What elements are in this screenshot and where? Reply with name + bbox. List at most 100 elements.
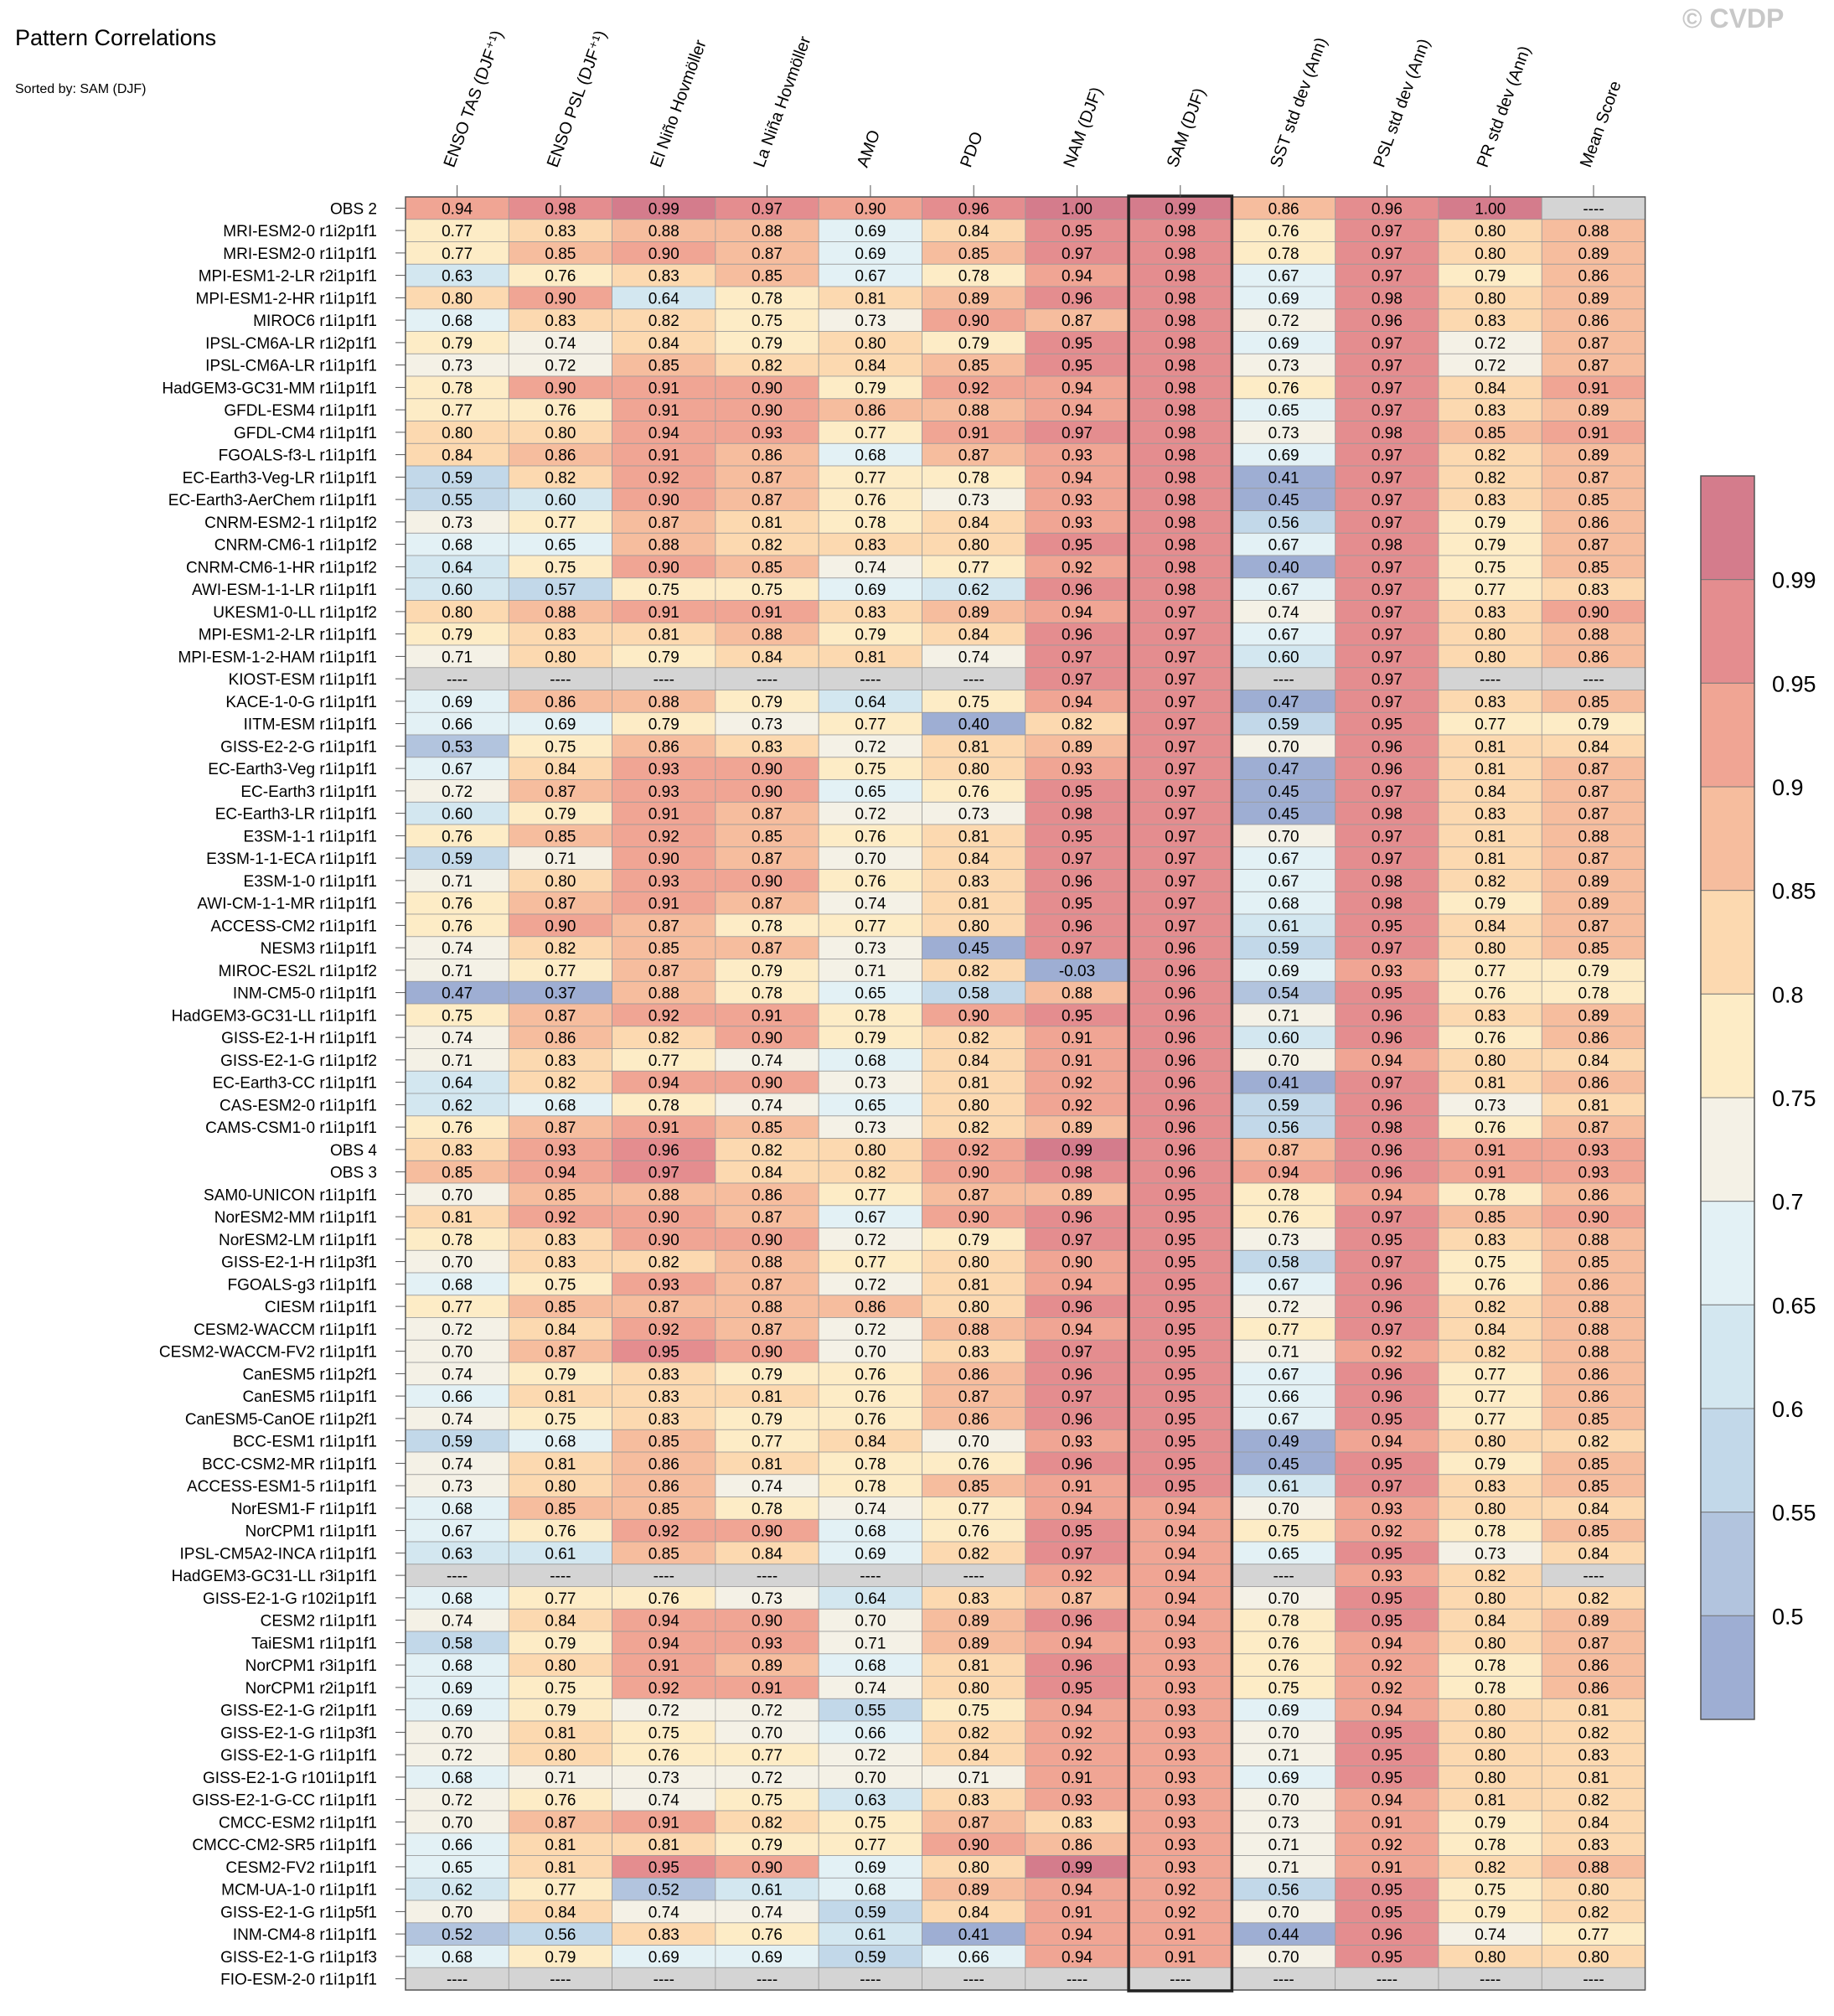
row-label: E3SM-1-1-ECA r1i1p1f1 (206, 850, 377, 868)
heatmap-cell (508, 1877, 612, 1901)
heatmap-cell (612, 421, 716, 444)
heatmap-cell (1438, 1877, 1542, 1901)
heatmap-cell (1438, 600, 1542, 623)
cell-value: 0.97 (1062, 671, 1093, 689)
cell-value: 0.91 (1062, 1478, 1093, 1496)
cell-value: 0.70 (442, 1186, 473, 1204)
cell-value: 0.93 (752, 1635, 783, 1652)
cell-value: 0.79 (1578, 963, 1609, 980)
column-label: La Niña Hovmöller (751, 34, 815, 169)
heatmap-cell (1335, 644, 1439, 669)
cell-value: 0.83 (1578, 582, 1609, 599)
cell-value: 0.95 (1062, 358, 1093, 375)
colorbar-swatch (1700, 475, 1755, 581)
cell-value: 0.89 (1578, 896, 1609, 913)
cell-value: 0.81 (958, 1276, 989, 1294)
cell-value: 0.92 (1062, 1747, 1093, 1765)
cell-value: 0.90 (752, 1613, 783, 1631)
cell-value: 0.81 (958, 828, 989, 845)
cell-value: 0.79 (442, 627, 473, 644)
cell-value: 0.98 (1165, 335, 1196, 353)
cell-value: 0.84 (855, 1434, 886, 1451)
heatmap-cell (508, 555, 612, 579)
cell-value: 0.76 (958, 1455, 989, 1473)
heatmap-cell (1025, 1160, 1129, 1184)
cell-value: 0.76 (855, 1366, 886, 1383)
cell-value: 0.81 (1475, 1792, 1506, 1810)
cell-value: 0.80 (545, 1478, 576, 1496)
heatmap-cell (508, 1631, 612, 1655)
heatmap-cell (612, 1070, 716, 1094)
cell-value: 0.94 (1062, 1926, 1093, 1944)
cell-value: 0.76 (1475, 1119, 1506, 1137)
cell-value: 0.73 (1475, 1545, 1506, 1563)
cell-value: 0.71 (442, 649, 473, 666)
heatmap-cell (1128, 846, 1232, 870)
heatmap-cell (1335, 891, 1439, 915)
cell-value: 0.81 (1475, 850, 1506, 868)
cell-value: 0.74 (855, 559, 886, 576)
cell-value: 0.74 (752, 1478, 783, 1496)
cell-value: 0.80 (1475, 290, 1506, 308)
heatmap-cell (1025, 1877, 1129, 1901)
cell-value: ---- (550, 1972, 571, 1989)
cell-value: 0.91 (752, 604, 783, 622)
cell-value: 0.79 (1475, 1814, 1506, 1832)
cell-value: 0.79 (1475, 268, 1506, 286)
row-label: EC-Earth3-LR r1i1p1f1 (215, 806, 377, 824)
heatmap-cell (508, 465, 612, 489)
cell-value: 0.91 (1062, 1770, 1093, 1787)
cell-value: 0.59 (855, 1949, 886, 1967)
cell-value: 0.73 (958, 806, 989, 824)
cell-value: 0.78 (958, 268, 989, 286)
heatmap-cell (1541, 1339, 1646, 1363)
cell-value: 0.87 (1578, 761, 1609, 778)
cell-value: 0.95 (1165, 1186, 1196, 1204)
cell-value: ---- (447, 671, 468, 689)
row-label: EC-Earth3-CC r1i1p1f1 (213, 1075, 377, 1093)
cell-value: 0.70 (1268, 1949, 1299, 1967)
heatmap-cell (612, 398, 716, 421)
cell-value: 0.84 (855, 358, 886, 375)
cell-value: 0.81 (1578, 1770, 1609, 1787)
heatmap-cell (508, 622, 612, 646)
heatmap-cell (508, 1832, 612, 1857)
cell-value: 0.80 (1475, 246, 1506, 263)
cell-value: 0.97 (1372, 402, 1403, 420)
heatmap-cell (405, 577, 509, 601)
cell-value: 0.87 (958, 1814, 989, 1832)
heatmap-cell (612, 488, 716, 511)
heatmap-cell (405, 1832, 509, 1857)
cell-value: 0.95 (1372, 1411, 1403, 1429)
row-label: CNRM-ESM2-1 r1i1p1f2 (204, 514, 377, 532)
cell-value: 0.67 (442, 761, 473, 778)
cell-value: 0.96 (1372, 761, 1403, 778)
cell-value: 0.76 (442, 896, 473, 913)
heatmap-cell (405, 1115, 509, 1140)
cell-value: 0.90 (752, 1232, 783, 1249)
heatmap-cell (508, 1070, 612, 1094)
cell-value: 0.95 (1165, 1388, 1196, 1406)
cell-value: 0.85 (545, 1299, 576, 1316)
heatmap-cell (818, 1631, 922, 1655)
cell-value: 0.97 (1165, 761, 1196, 778)
heatmap-cell (1335, 1631, 1439, 1655)
row-label: SAM0-UNICON r1i1p1f1 (204, 1186, 377, 1204)
heatmap-cell (922, 1877, 1026, 1901)
cell-value: 0.96 (958, 200, 989, 218)
row-label: NorCPM1 r3i1p1f1 (245, 1657, 377, 1675)
heatmap-cell (818, 375, 922, 400)
heatmap-cell (1025, 600, 1129, 623)
cell-value: 0.83 (958, 1590, 989, 1608)
cell-value: 0.98 (1165, 537, 1196, 555)
cell-value: 0.84 (752, 1545, 783, 1563)
heatmap-cell (405, 1429, 509, 1453)
heatmap-cell (1128, 1564, 1232, 1588)
heatmap-cell (1025, 465, 1129, 489)
heatmap-cell (612, 1407, 716, 1430)
cell-value: 0.74 (648, 1792, 679, 1810)
row-label: GISS-E2-1-G r1i1p1f3 (220, 1949, 377, 1967)
cell-value: 0.87 (1062, 1590, 1093, 1608)
heatmap-cell (1541, 622, 1646, 646)
cell-value: 0.94 (1372, 1052, 1403, 1070)
